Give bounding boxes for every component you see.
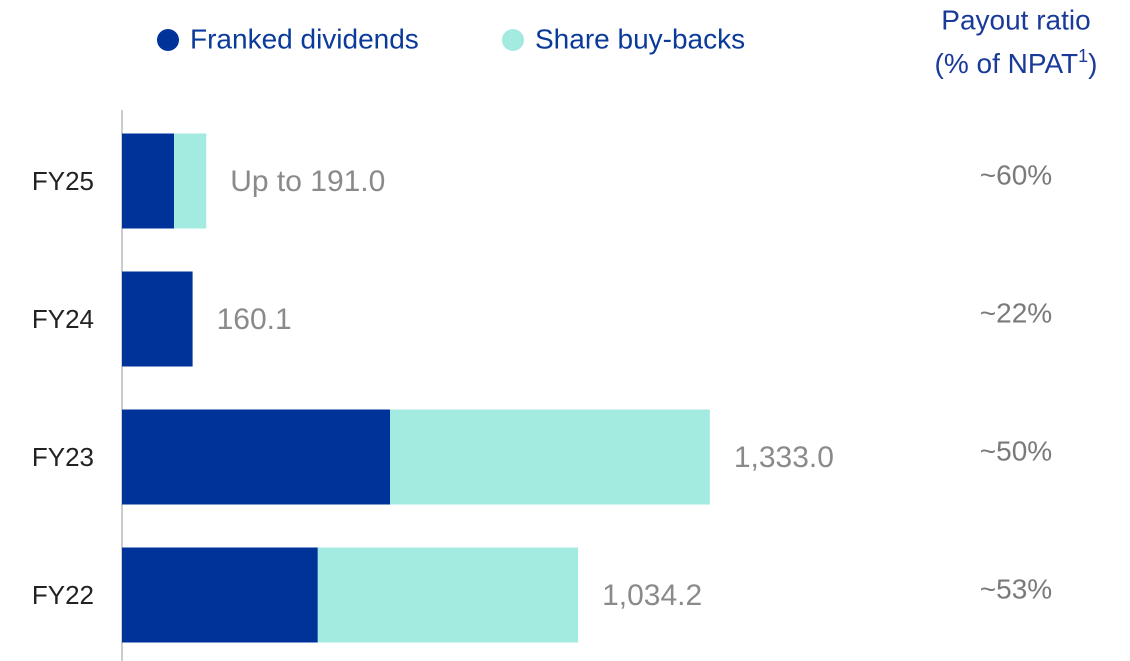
total-label: Up to 191.0: [230, 165, 385, 198]
payout-label: ~50%: [980, 435, 1052, 466]
category-label: FY23: [32, 442, 94, 472]
total-label: 1,034.2: [602, 579, 702, 612]
payout-subtitle: (% of NPAT1): [935, 46, 1098, 80]
category-label: FY22: [32, 580, 94, 610]
bar-segment: [122, 547, 318, 643]
bar-segment: [122, 133, 175, 229]
legend-marker: [502, 29, 524, 51]
legend-label: Franked dividends: [190, 23, 419, 54]
payout-subtitle-text: (% of NPAT: [935, 48, 1079, 79]
payout-footnote: 1: [1078, 46, 1088, 66]
bar-segment: [122, 409, 391, 505]
bar-segment: [122, 271, 193, 367]
payout-label: ~53%: [980, 573, 1052, 604]
payout-label: ~22%: [980, 297, 1052, 328]
payout-close: ): [1088, 48, 1097, 79]
payout-title: Payout ratio: [941, 4, 1090, 35]
category-label: FY25: [32, 166, 94, 196]
payout-label: ~60%: [980, 159, 1052, 190]
legend-label: Share buy-backs: [535, 23, 745, 54]
total-label: 160.1: [217, 303, 292, 336]
bar-segment: [390, 409, 710, 505]
legend-marker: [157, 29, 179, 51]
bar-segment: [317, 547, 579, 643]
category-label: FY24: [32, 304, 94, 334]
bar-segment: [174, 133, 207, 229]
total-label: 1,333.0: [734, 441, 834, 474]
